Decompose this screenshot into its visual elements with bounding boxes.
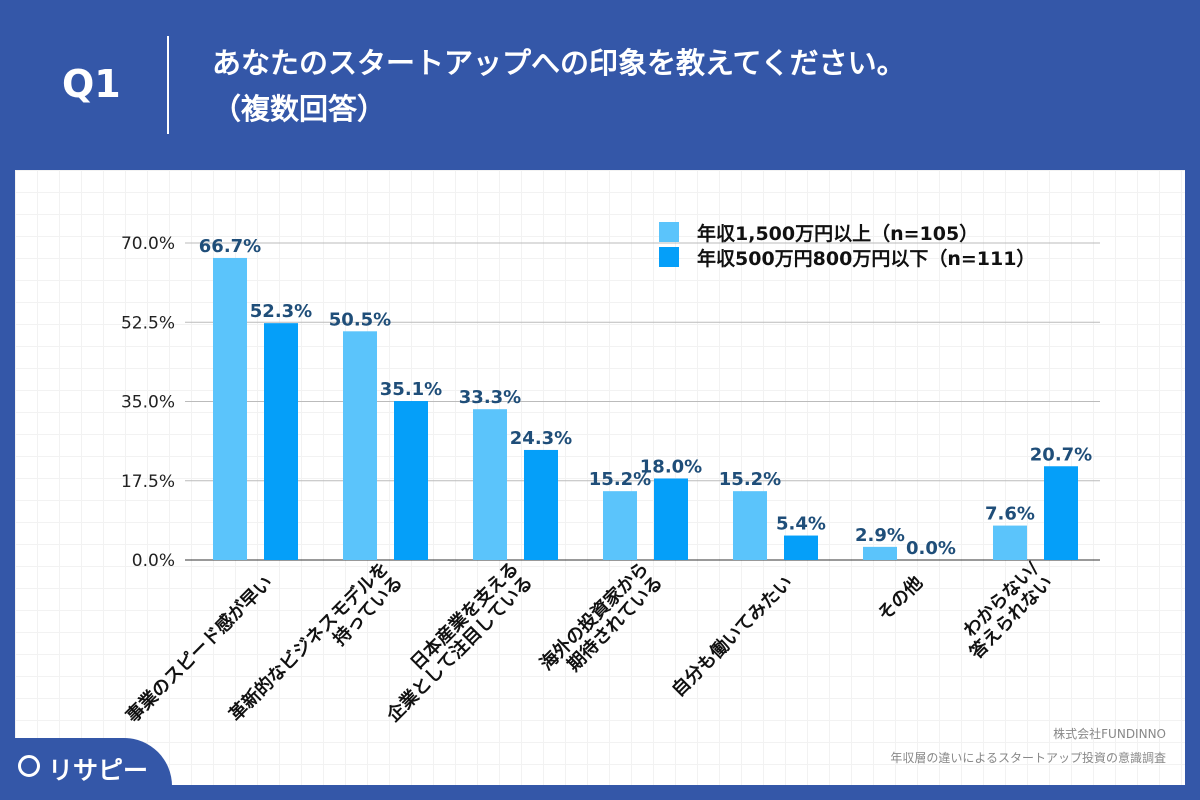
bar (1044, 466, 1078, 560)
bar (603, 491, 637, 560)
bar (524, 449, 558, 560)
bar (343, 331, 377, 560)
category-label-line: その他 (873, 571, 927, 625)
y-tick-label: 17.5% (121, 472, 175, 492)
category-label: 自分も働いてみたい (667, 571, 797, 701)
title-line-1: あなたのスタートアップへの印象を教えてください。 (212, 46, 906, 80)
y-tick-label: 35.0% (121, 393, 175, 413)
question-title: あなたのスタートアップへの印象を教えてください。 （複数回答） (212, 40, 906, 132)
data-label: 24.3% (510, 428, 572, 449)
title-line-2: （複数回答） (212, 92, 387, 126)
survey-name: 年収層の違いによるスタートアップ投資の意識調査 (890, 751, 1166, 765)
data-label: 18.0% (640, 456, 702, 477)
data-label: 0.0% (906, 538, 956, 559)
data-label: 20.7% (1030, 444, 1092, 465)
bar (213, 257, 247, 560)
bar (394, 401, 428, 560)
company-name: 株式会社FUNDINNO (1053, 727, 1166, 741)
chart-card (15, 170, 1185, 785)
category-label: わからない/答えられない (960, 558, 1057, 664)
legend-swatch (659, 222, 679, 242)
question-number: Q1 (62, 62, 121, 106)
data-label: 15.2% (589, 469, 651, 490)
y-tick-label: 70.0% (121, 234, 175, 254)
bar (784, 535, 818, 560)
category-label: その他 (873, 571, 927, 625)
logo: リサピー (0, 738, 172, 800)
header-divider (167, 36, 169, 134)
data-label: 35.1% (380, 379, 442, 400)
pin-icon (18, 755, 40, 777)
data-label: 7.6% (985, 504, 1035, 525)
bar (264, 323, 298, 560)
data-label: 5.4% (776, 514, 826, 535)
legend-swatch (659, 247, 679, 267)
bar (654, 478, 688, 560)
y-tick-label: 0.0% (132, 551, 175, 571)
logo-text: リサピー (48, 756, 149, 785)
data-label: 15.2% (719, 469, 781, 490)
category-label-line: 革新的なビジネスモデルを (225, 557, 393, 725)
data-label: 2.9% (855, 525, 905, 546)
category-label-line: 自分も働いてみたい (667, 571, 797, 701)
bar (733, 491, 767, 560)
bar (993, 525, 1027, 560)
credit: 株式会社FUNDINNO 年収層の違いによるスタートアップ投資の意識調査 (890, 722, 1166, 770)
data-label: 50.5% (329, 309, 391, 330)
bar (473, 409, 507, 560)
category-label-line: 企業として注目している (382, 571, 538, 727)
legend-label: 年収1,500万円以上（n=105） (697, 222, 978, 245)
data-label: 52.3% (250, 301, 312, 322)
data-label: 33.3% (459, 387, 521, 408)
data-label: 66.7% (199, 236, 261, 257)
y-tick-label: 52.5% (121, 313, 175, 333)
bar (863, 546, 897, 560)
legend-label: 年収500万円800万円以下（n=111） (697, 247, 1035, 270)
